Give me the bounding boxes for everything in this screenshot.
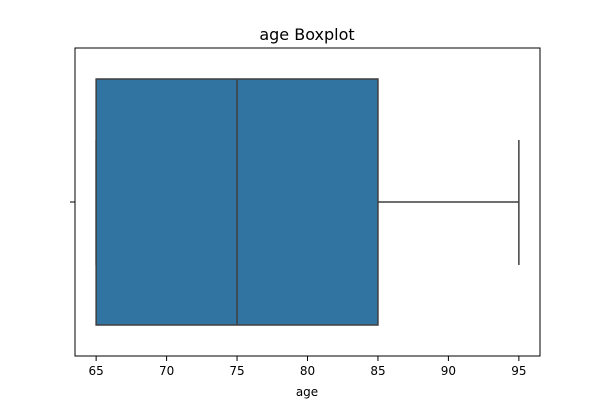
x-tick-label: 80 <box>300 364 315 378</box>
x-tick-label: 95 <box>511 364 526 378</box>
x-axis-label: age <box>296 385 318 399</box>
plot-area <box>95 78 520 326</box>
chart-title: age Boxplot <box>259 25 354 44</box>
x-tick-label: 70 <box>159 364 174 378</box>
x-axis: 65 70 75 80 85 90 95 <box>88 356 527 378</box>
x-tick-label: 65 <box>88 364 103 378</box>
x-tick-label: 85 <box>370 364 385 378</box>
x-tick-label: 90 <box>441 364 456 378</box>
x-tick-label: 75 <box>229 364 244 378</box>
